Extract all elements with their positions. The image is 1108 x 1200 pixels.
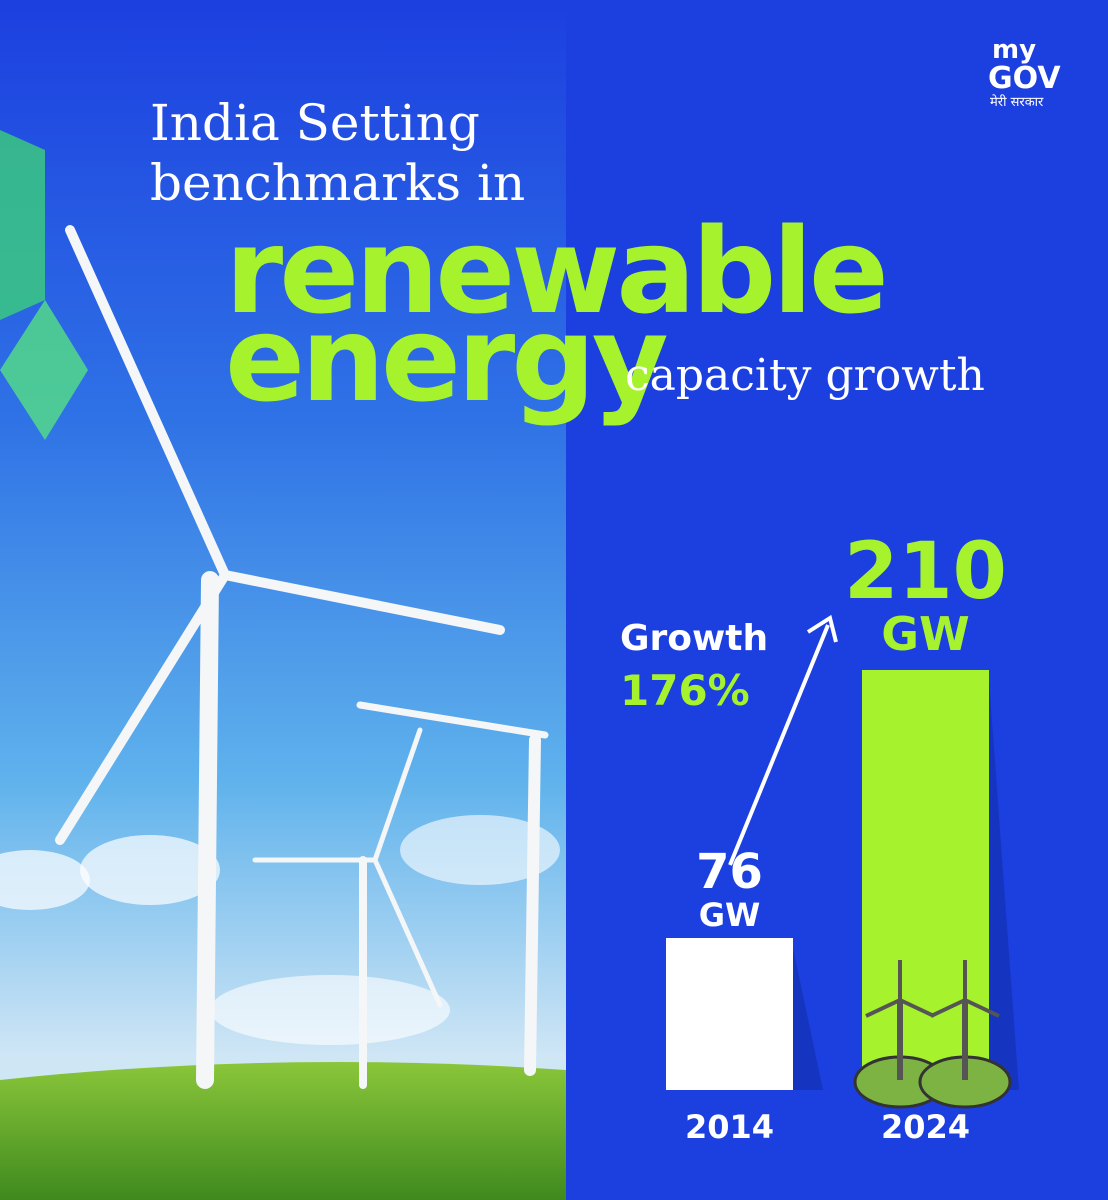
blade (865, 998, 901, 1018)
x-tick-label: 2014 (685, 1108, 774, 1146)
value-label: 76 (696, 844, 763, 900)
annotation-label: Growth (620, 618, 768, 659)
bar-icon (853, 960, 1012, 1109)
bar-shadow (793, 948, 823, 1090)
blade (899, 998, 935, 1018)
growth-arrow (728, 614, 838, 866)
value-label: 210 (844, 527, 1007, 617)
value-unit: GW (881, 607, 970, 661)
highlight-word: energy (225, 290, 667, 428)
logo-top: my (992, 35, 1036, 65)
subtitle: capacity growth (625, 350, 985, 401)
logo-tagline: मेरी सरकार (990, 94, 1044, 110)
logo: my GOV मेरी सरकार (988, 35, 1061, 110)
title-line: India Setting (150, 94, 480, 152)
bar (862, 670, 989, 1090)
photo (0, 0, 566, 1200)
title-line: benchmarks in (150, 154, 525, 212)
highlight-word: renewable (225, 202, 885, 340)
logo-main: GOV (988, 61, 1061, 96)
value-unit: GW (699, 896, 761, 934)
x-tick-label: 2024 (881, 1108, 970, 1146)
blade (930, 998, 966, 1018)
bar-shadow (989, 680, 1019, 1090)
bar (666, 938, 793, 1090)
blade (964, 998, 1000, 1018)
annotation-value: 176% (620, 666, 750, 715)
